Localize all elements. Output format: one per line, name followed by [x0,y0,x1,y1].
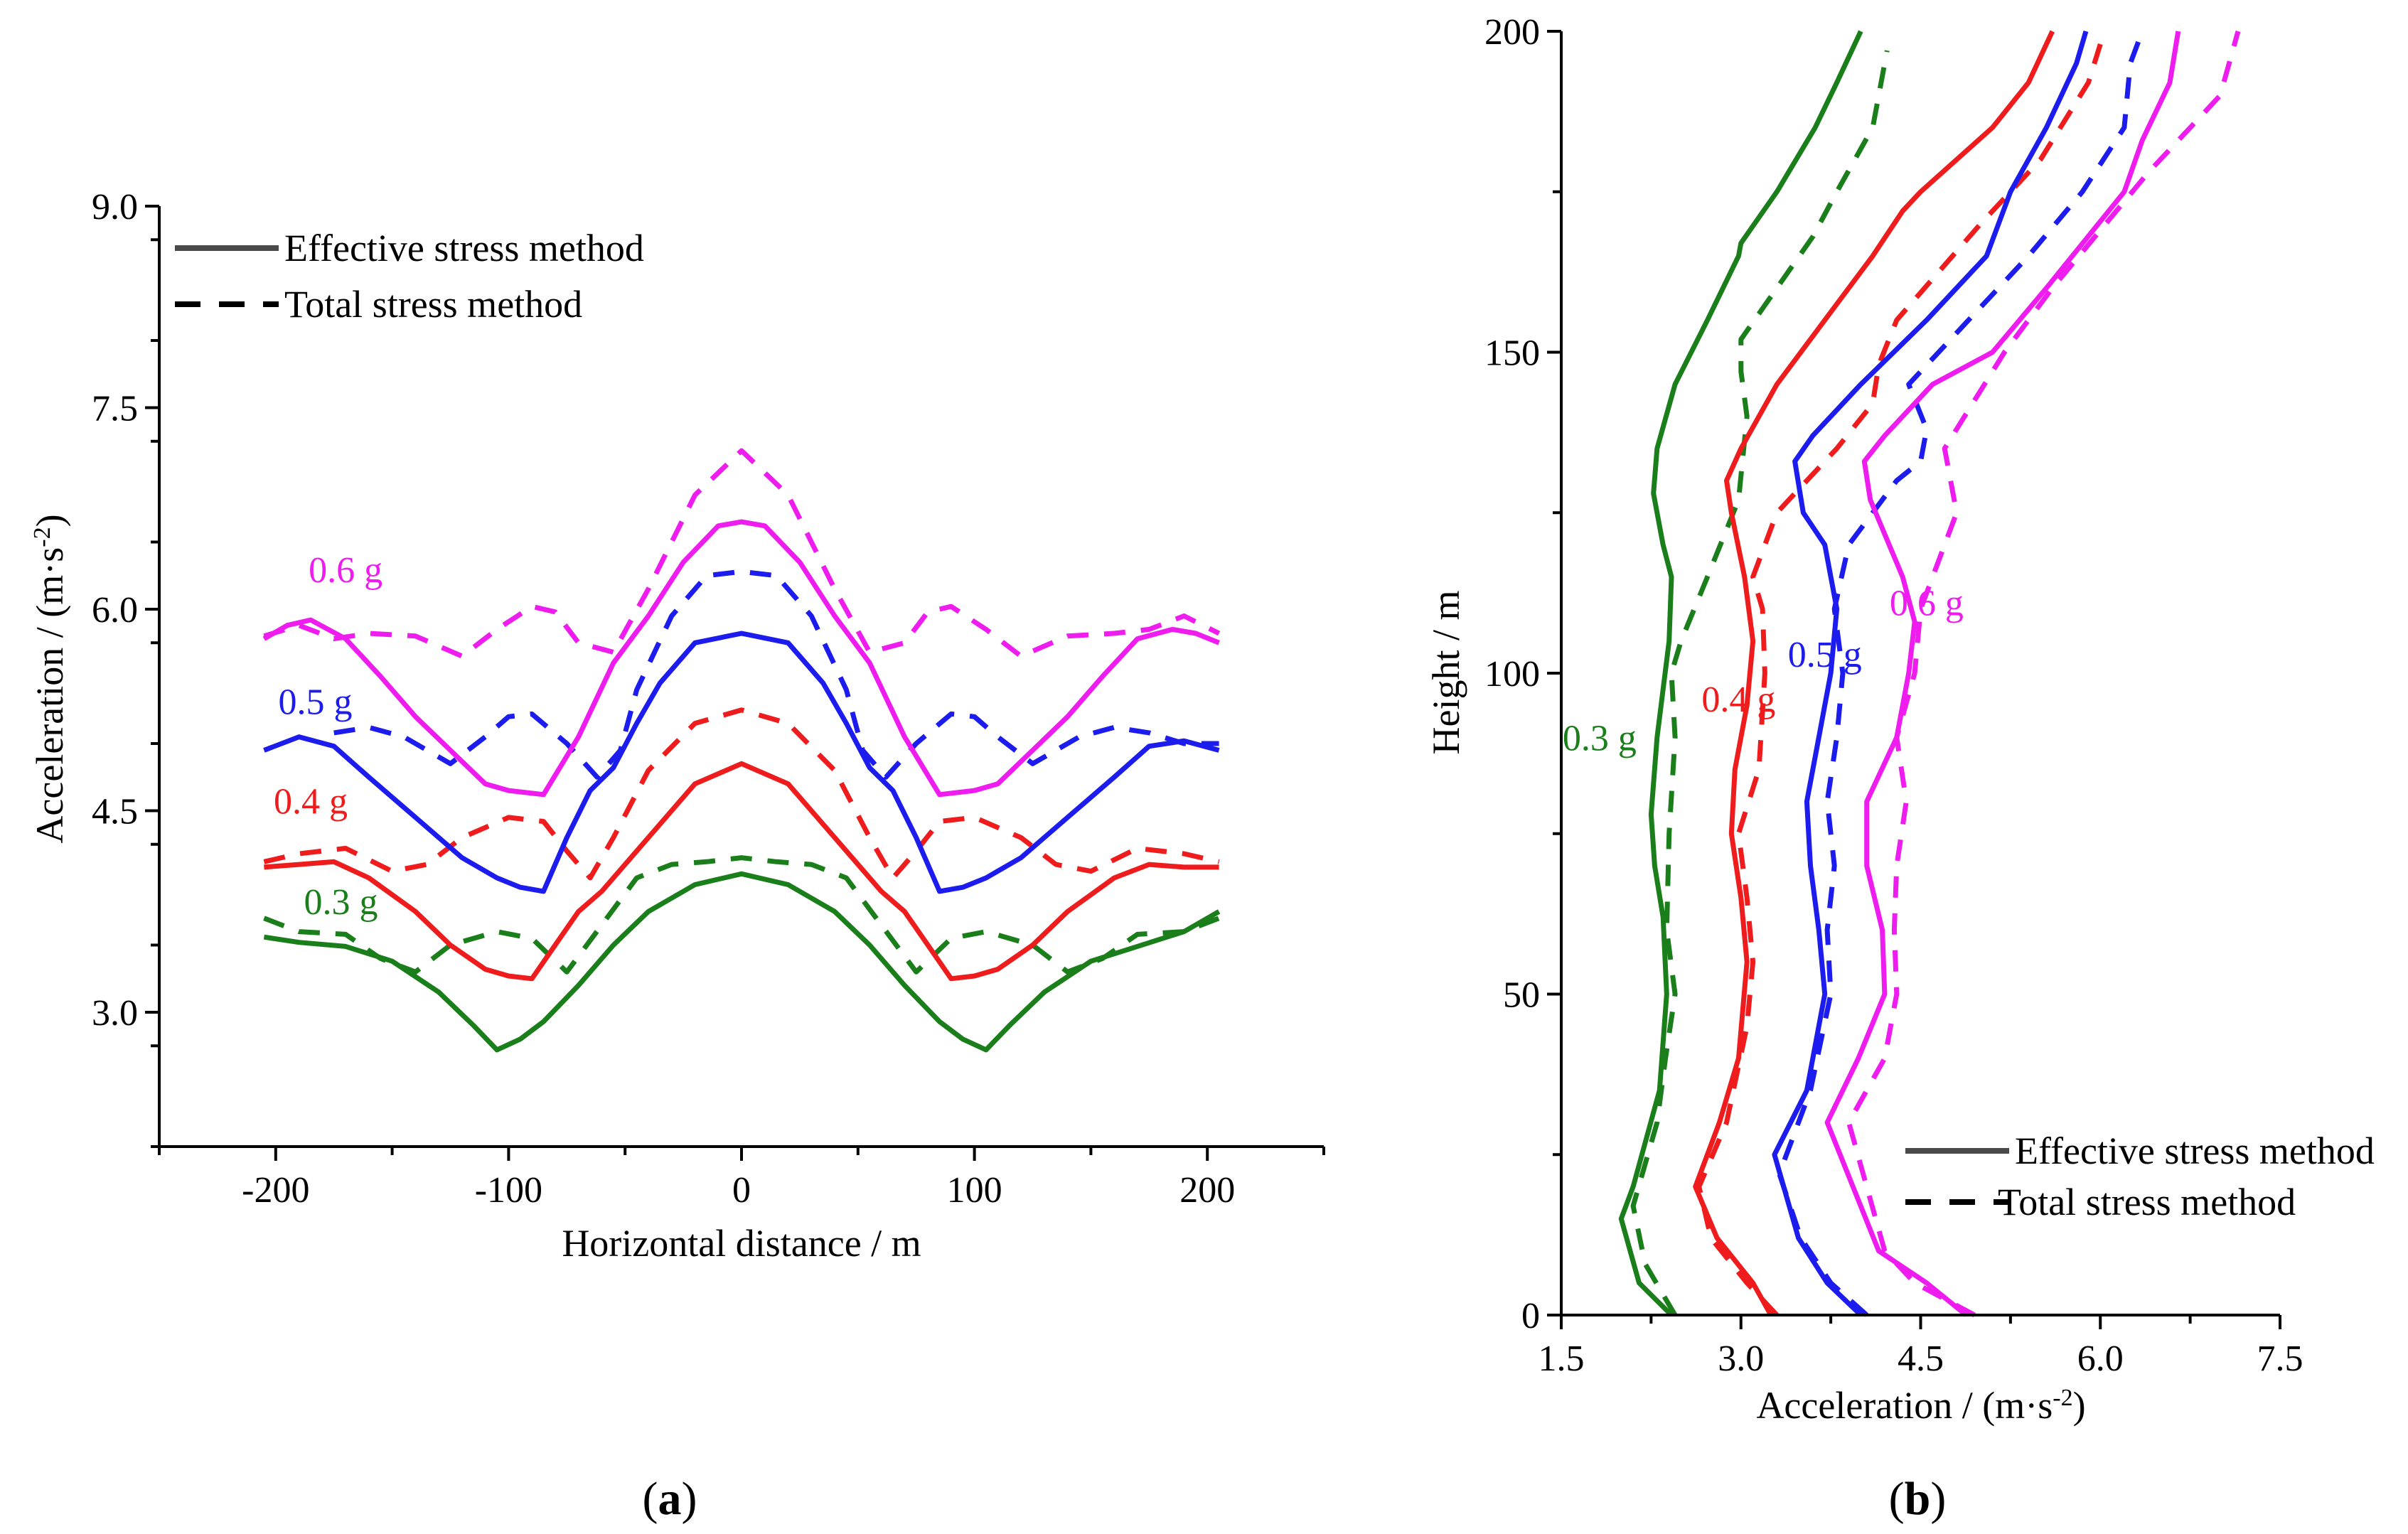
panel-a-series-label: 0.6 g [309,550,382,591]
panel-a-label: (a) [643,1473,697,1525]
panel-b-y-tick-label: 150 [1484,333,1540,374]
panel-b-y-axis-title: Height / m [1425,591,1467,755]
panel-b-series-label: 0.3 g [1563,718,1637,758]
panel-a-series-04g-dashed-line [263,707,1220,881]
panel-a-y-tick-label: 7.5 [92,389,138,429]
panel-b-series-06g-solid-line [1824,31,2181,1317]
panel-b-series-label: 0.5 g [1788,635,1862,675]
panel-a-series-label: 0.3 g [304,882,378,923]
panel-a-series-05g-solid-line [263,631,1220,894]
panel-b-x-axis-title-sup: -2 [2053,1385,2072,1411]
panel-a-series-03g-solid-line [263,871,1221,1053]
panel-b-label-letter: b [1905,1473,1931,1525]
panel-b-chart: 1.5 3.0 4.5 6.0 7.5 0 50 100 150 200 Acceleration… [1425,12,2375,1525]
panel-a-label-letter: a [658,1473,682,1525]
panel-b-y-tick-label: 100 [1484,654,1540,694]
panel-a-x-tick-label: -100 [475,1170,542,1211]
panel-a-series-05g-dashed-line [333,569,1219,780]
panel-b-series-03g-solid-line [1618,30,1863,1317]
panel-a-series-04g-solid-line [264,761,1219,982]
panel-b-series-04g-dashed-line [1696,43,2103,1317]
panel-a-y-tick-label: 3.0 [92,993,138,1034]
panel-b-series-05g-dashed-line [1777,30,2145,1317]
panel-b-x-tick-label: 4.5 [1898,1339,1944,1379]
panel-a-legend-dashed-label: Total stress method [284,283,582,326]
panel-b-y-tick-label: 50 [1503,975,1540,1016]
panel-b-series-06g-dashed-line [1846,31,2241,1318]
panel-a-y-tick-label: 9.0 [92,187,138,227]
panel-b-label-open: ( [1889,1473,1905,1525]
panel-a-label-open: ( [643,1473,658,1525]
panel-a-y-axis-title-main: Acceleration / (m·s [28,547,71,844]
panel-b-y-tick-label: 0 [1521,1296,1540,1336]
panel-a-series-06g-solid-line [262,519,1220,798]
panel-b-x-axis-title-main: Acceleration / (m·s [1756,1384,2053,1427]
panel-b-legend: Effective stress method Total stress met… [1905,1130,2375,1223]
panel-b-ticks: 1.5 3.0 4.5 6.0 7.5 0 50 100 150 200 [1484,12,2303,1379]
panel-b-series-labels: 0.3 g 0.4 g 0.5 g 0.6 g [1563,584,1964,759]
panel-a-axes [158,206,1324,1148]
panel-a-y-tick-label: 4.5 [92,792,138,832]
panel-a-series-label: 0.5 g [278,682,352,722]
panel-b-legend-solid-label: Effective stress method [2015,1130,2375,1172]
panel-a-label-close: ) [682,1473,697,1525]
panel-a-x-tick-label: 0 [732,1170,751,1211]
panel-a-legend: Effective stress method Total stress met… [175,227,644,326]
panel-b-y-tick-label: 200 [1484,12,1540,53]
panel-a-series-06g-dashed-line [263,448,1221,659]
panel-b-x-tick-label: 3.0 [1718,1339,1764,1379]
panel-a-chart: -200 -100 0 100 200 3.0 4.5 6.0 7.5 9.0 Horizonta… [28,187,1325,1525]
panel-b-legend-dashed-label: Total stress method [1998,1181,2296,1223]
panel-b-series-04g-solid-line [1693,30,2055,1316]
panel-b-x-tick-label: 1.5 [1539,1339,1585,1379]
panel-a-plot-area [262,448,1221,1053]
panel-b-axes [1560,31,2280,1316]
panel-a-series-03g-dashed-line [263,855,1220,975]
panel-b-series-label: 0.4 g [1701,680,1775,720]
panel-a-series-label: 0.4 g [274,781,348,822]
panel-a-y-axis-title-close: ) [28,514,71,527]
panel-b-x-tick-label: 7.5 [2257,1339,2303,1379]
panel-a-legend-solid-label: Effective stress method [284,227,644,269]
panel-b-x-tick-label: 6.0 [2077,1339,2124,1379]
panel-b-x-axis-title: Acceleration / (m·s-2) [1756,1384,2085,1427]
panel-a-x-axis-title: Horizontal distance / m [562,1222,921,1265]
panel-a-y-tick-label: 6.0 [92,590,138,631]
panel-a-y-axis-title-sup: -2 [29,527,55,547]
panel-b-x-axis-title-close: ) [2073,1384,2086,1427]
panel-b-label-close: ) [1930,1473,1946,1525]
panel-a-x-tick-label: -200 [242,1170,309,1211]
panel-a-series-labels: 0.6 g 0.5 g 0.4 g 0.3 g [274,550,382,923]
panel-b-series-03g-dashed-line [1630,50,1890,1316]
panel-a-ticks: -200 -100 0 100 200 3.0 4.5 6.0 7.5 9.0 [92,187,1325,1211]
panel-b-label: (b) [1889,1473,1947,1525]
panel-b-series-label: 0.6 g [1890,584,1964,624]
panel-a-x-tick-label: 100 [947,1170,1002,1211]
panel-b-plot-area [1618,30,2241,1318]
panel-a-y-axis-title: Acceleration / (m·s-2) [28,514,71,843]
panel-a-x-tick-label: 200 [1179,1170,1235,1211]
